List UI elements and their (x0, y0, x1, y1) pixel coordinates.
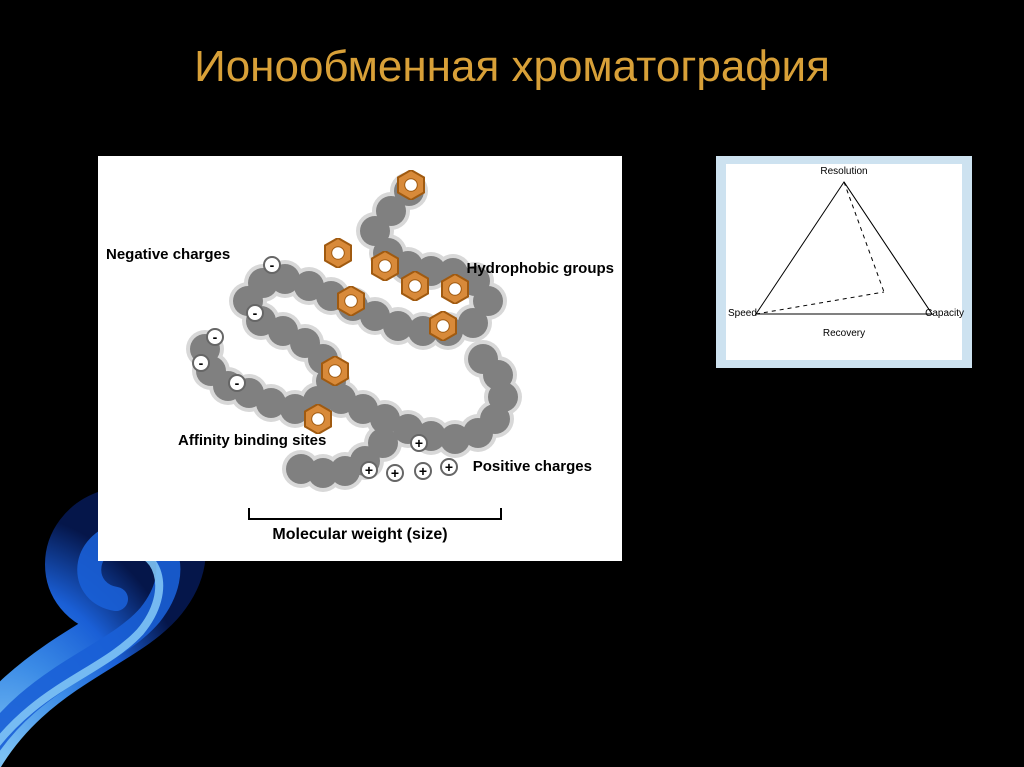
pyramid-panel: Resolution Speed Capacity Recovery (716, 156, 972, 368)
negative-charge-marker: - (192, 354, 210, 372)
pyramid-label-resolution: Resolution (726, 166, 962, 177)
pyramid-label-recovery: Recovery (726, 328, 962, 339)
negative-charge-marker: - (246, 304, 264, 322)
hydrophobic-hex-marker (396, 170, 426, 200)
label-molecular-weight: Molecular weight (size) (98, 526, 622, 544)
molecular-weight-bracket (248, 508, 502, 520)
chain-sphere (286, 454, 316, 484)
label-negative-charges: Negative charges (106, 246, 230, 263)
negative-charge-marker: - (206, 328, 224, 346)
positive-charge-marker: + (360, 461, 378, 479)
negative-charge-marker: - (228, 374, 246, 392)
hydrophobic-hex-marker (323, 238, 353, 268)
pyramid-label-speed: Speed (728, 308, 757, 319)
hydrophobic-hex-marker (370, 251, 400, 281)
slide-title: Ионообменная хроматография (0, 42, 1024, 92)
negative-charge-marker: - (263, 256, 281, 274)
positive-charge-marker: + (440, 458, 458, 476)
chain-sphere (468, 344, 498, 374)
hydrophobic-hex-marker (336, 286, 366, 316)
pyramid-label-capacity: Capacity (925, 308, 964, 319)
hydrophobic-hex-marker (303, 404, 333, 434)
label-positive-charges: Positive charges (473, 458, 592, 475)
label-hydrophobic-groups: Hydrophobic groups (467, 260, 615, 277)
hydrophobic-hex-marker (428, 311, 458, 341)
hydrophobic-hex-marker (440, 274, 470, 304)
hydrophobic-hex-marker (320, 356, 350, 386)
protein-diagram-panel: -----+++++ Negative charges Hydrophobic … (98, 156, 622, 561)
positive-charge-marker: + (410, 434, 428, 452)
positive-charge-marker: + (414, 462, 432, 480)
label-affinity-sites: Affinity binding sites (178, 432, 326, 449)
slide: Ионообменная хроматография -----+++++ Ne… (0, 0, 1024, 767)
pyramid-inner: Resolution Speed Capacity Recovery (726, 164, 962, 360)
positive-charge-marker: + (386, 464, 404, 482)
hydrophobic-hex-marker (400, 271, 430, 301)
